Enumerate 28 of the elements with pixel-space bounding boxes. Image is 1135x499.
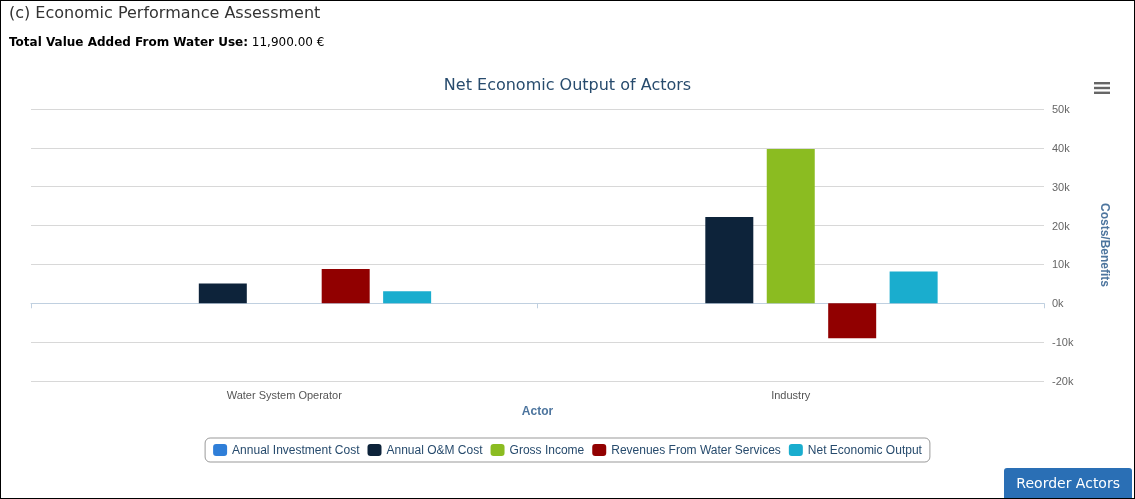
legend-label: Net Economic Output [807,443,923,457]
bar [705,217,754,304]
y-tick-label: 10k [1052,258,1071,271]
y-tick-label: -10k [1052,336,1074,349]
legend-label: Revenues From Water Services [611,443,781,457]
y-axis-title: Costs/Benefits [1098,202,1112,288]
chart-title: Net Economic Output of Actors [443,74,692,94]
y-tick-label: 40k [1052,141,1071,154]
legend-label: Gross Income [509,443,585,457]
bar [828,303,877,339]
x-tick-label: Industry [771,388,811,401]
y-tick-label: 50k [1052,103,1071,115]
y-tick-label: 20k [1052,219,1071,232]
x-axis-title: Actor [521,403,554,418]
bar [766,149,815,304]
y-tick-label: -20k [1052,375,1074,387]
text: Total Value Added From Water Use: 11,900.00 € [9,35,325,49]
x-tick-label: Water System Operator [226,388,343,401]
bar [321,269,370,304]
bar [198,283,247,304]
bar [383,291,432,304]
bar [889,271,938,304]
y-tick-label: 30k [1052,180,1071,193]
legend-label: Annual Investment Cost [232,443,361,457]
text: (c) Economic Performance Assessment [9,3,321,22]
legend-label: Annual O&M Cost [386,443,484,457]
y-tick-label: 0k [1052,297,1065,310]
text: Reorder Actors [1004,468,1132,498]
